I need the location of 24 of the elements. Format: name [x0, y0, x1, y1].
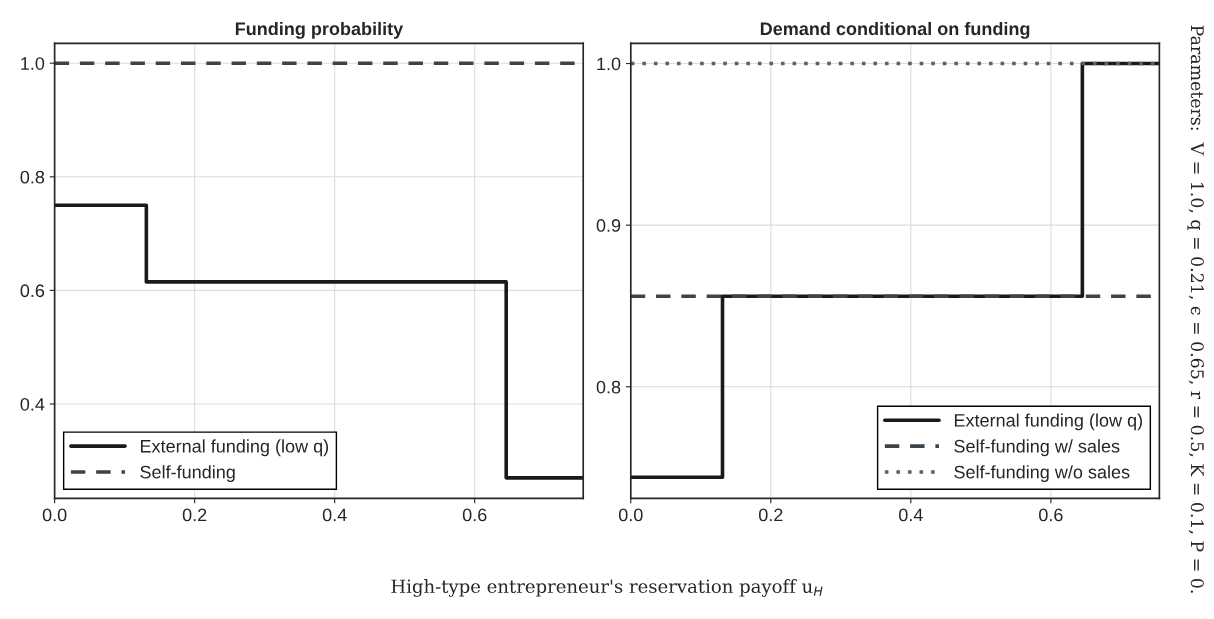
legend-label: Self-funding w/o sales: [954, 465, 1130, 483]
x-tick-label: 0.2: [758, 508, 783, 522]
x-tick-label: 0.0: [42, 508, 67, 522]
x-axis-title: High-type entrepreneur's reservation payoff u$_{H}$: [391, 579, 823, 597]
y-tick-label: 1.0: [21, 57, 45, 70]
x-tick-label: 0.6: [1039, 508, 1063, 522]
y-tick-label: 0.6: [20, 284, 45, 298]
x-tick-label: 0.6: [462, 508, 487, 522]
y-tick-label: 0.9: [596, 219, 621, 232]
x-tick-label: 0.2: [182, 508, 207, 522]
y-tick-label: 0.8: [596, 380, 621, 394]
y-tick-label: 1.0: [597, 57, 621, 71]
chart-title: Funding probability: [235, 21, 404, 39]
legend-label: External funding (low q): [140, 439, 329, 457]
chart-title: Demand conditional on funding: [760, 21, 1030, 39]
y-tick-label: 0.4: [20, 397, 45, 411]
x-tick-label: 0.4: [322, 508, 347, 522]
text: Parameters: V = 1.0, q = 0.21, ϵ = 0.65, r = 0.5, K = 0.1, P = 0.: [1187, 25, 1204, 593]
y-tick-label: 0.8: [20, 170, 45, 184]
legend-label: Self-funding: [140, 465, 235, 483]
legend-label: External funding (low q): [954, 413, 1143, 431]
legend-label: Self-funding w/ sales: [954, 439, 1120, 457]
x-tick-label: 0.0: [618, 508, 643, 522]
x-tick-label: 0.4: [898, 508, 923, 522]
